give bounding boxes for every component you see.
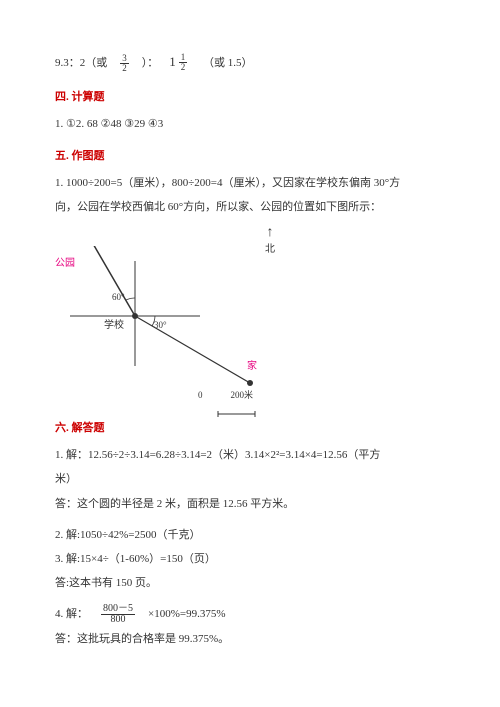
sec6-a4: 答：这批玩具的合格率是 99.375%。 <box>55 629 445 650</box>
scale-200: 200米 <box>230 387 253 404</box>
sec6-q4: 4. 解： 800－5 800 ×100%=99.375% <box>55 604 445 625</box>
scale-bar: 0 200米 <box>198 389 253 404</box>
section-6-title: 六. 解答题 <box>55 418 445 439</box>
diagram-svg: 60° 30° 学校 <box>70 246 280 406</box>
section-4-title: 四. 计算题 <box>55 87 445 108</box>
mixed-1-1-2: 1 1 2 <box>169 50 189 75</box>
sec4-line1: 1. ①2. 68 ②48 ③29 ④3 <box>55 114 445 135</box>
sec6-q1a: 1. 解：12.56÷2÷3.14=6.28÷3.14=2（米）3.14×2²=… <box>55 445 445 466</box>
sec6-a1: 答：这个圆的半径是 2 米，面积是 12.56 平方米。 <box>55 494 445 515</box>
svg-text:学校: 学校 <box>104 318 124 331</box>
sec5-line1: 1. 1000÷200=5（厘米），800÷200=4（厘米），又因家在学校东偏… <box>55 173 445 194</box>
fraction-3-2: 3 2 <box>120 54 129 73</box>
diagram: ↑ 北 公园 家 60° 30° 学校 0 200米 <box>55 226 295 406</box>
sec6-q2: 2. 解:1050÷42%=2500（千克） <box>55 525 445 546</box>
section-5-title: 五. 作图题 <box>55 146 445 167</box>
sec5-line2: 向，公园在学校西偏北 60°方向，所以家、公园的位置如下图所示： <box>55 197 445 218</box>
scale-svg <box>213 409 263 419</box>
q9-mid: ）： <box>142 57 159 69</box>
q4-prefix: 4. 解： <box>55 608 88 620</box>
q9-suffix: （或 1.5） <box>203 57 253 69</box>
scale-0: 0 <box>198 387 203 404</box>
sec6-q1b: 米） <box>55 469 445 490</box>
svg-text:30°: 30° <box>154 320 167 330</box>
svg-text:60°: 60° <box>112 292 125 302</box>
sec6-a3: 答:这本书有 150 页。 <box>55 573 445 594</box>
question-9: 9.3：2（或 3 2 ）： 1 1 2 （或 1.5） <box>55 50 445 75</box>
q9-prefix: 9.3：2（或 <box>55 57 107 69</box>
q4-suffix: ×100%=99.375% <box>148 608 225 620</box>
north-arrow-icon: ↑ <box>265 226 275 240</box>
sec6-q3: 3. 解:15×4÷（1-60%）=150（页） <box>55 549 445 570</box>
fraction-800-5: 800－5 800 <box>101 604 135 625</box>
